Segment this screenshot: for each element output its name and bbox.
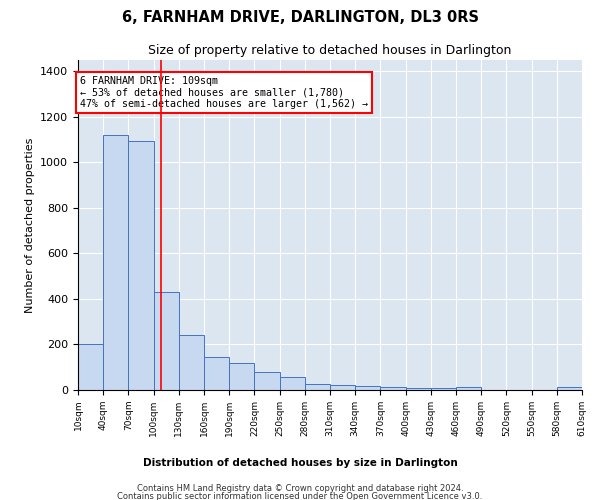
Bar — [254, 372, 280, 390]
Title: Size of property relative to detached houses in Darlington: Size of property relative to detached ho… — [148, 44, 512, 58]
Text: 6, FARNHAM DRIVE, DARLINGTON, DL3 0RS: 6, FARNHAM DRIVE, DARLINGTON, DL3 0RS — [121, 10, 479, 25]
Bar — [280, 377, 305, 390]
Text: 6 FARNHAM DRIVE: 109sqm
← 53% of detached houses are smaller (1,780)
47% of semi: 6 FARNHAM DRIVE: 109sqm ← 53% of detache… — [80, 76, 368, 109]
Y-axis label: Number of detached properties: Number of detached properties — [25, 138, 35, 312]
Bar — [103, 135, 128, 390]
Bar — [179, 336, 204, 390]
Bar — [204, 357, 229, 390]
Bar — [229, 362, 254, 390]
Bar — [128, 141, 154, 390]
Bar — [330, 386, 355, 390]
Bar — [78, 344, 103, 390]
Text: Contains public sector information licensed under the Open Government Licence v3: Contains public sector information licen… — [118, 492, 482, 500]
Bar — [380, 388, 406, 390]
Text: Distribution of detached houses by size in Darlington: Distribution of detached houses by size … — [143, 458, 457, 468]
Bar — [305, 384, 330, 390]
Bar — [355, 386, 380, 390]
Bar — [406, 388, 431, 390]
Bar — [557, 388, 582, 390]
Text: Contains HM Land Registry data © Crown copyright and database right 2024.: Contains HM Land Registry data © Crown c… — [137, 484, 463, 493]
Bar — [154, 292, 179, 390]
Bar — [431, 388, 456, 390]
Bar — [456, 388, 481, 390]
